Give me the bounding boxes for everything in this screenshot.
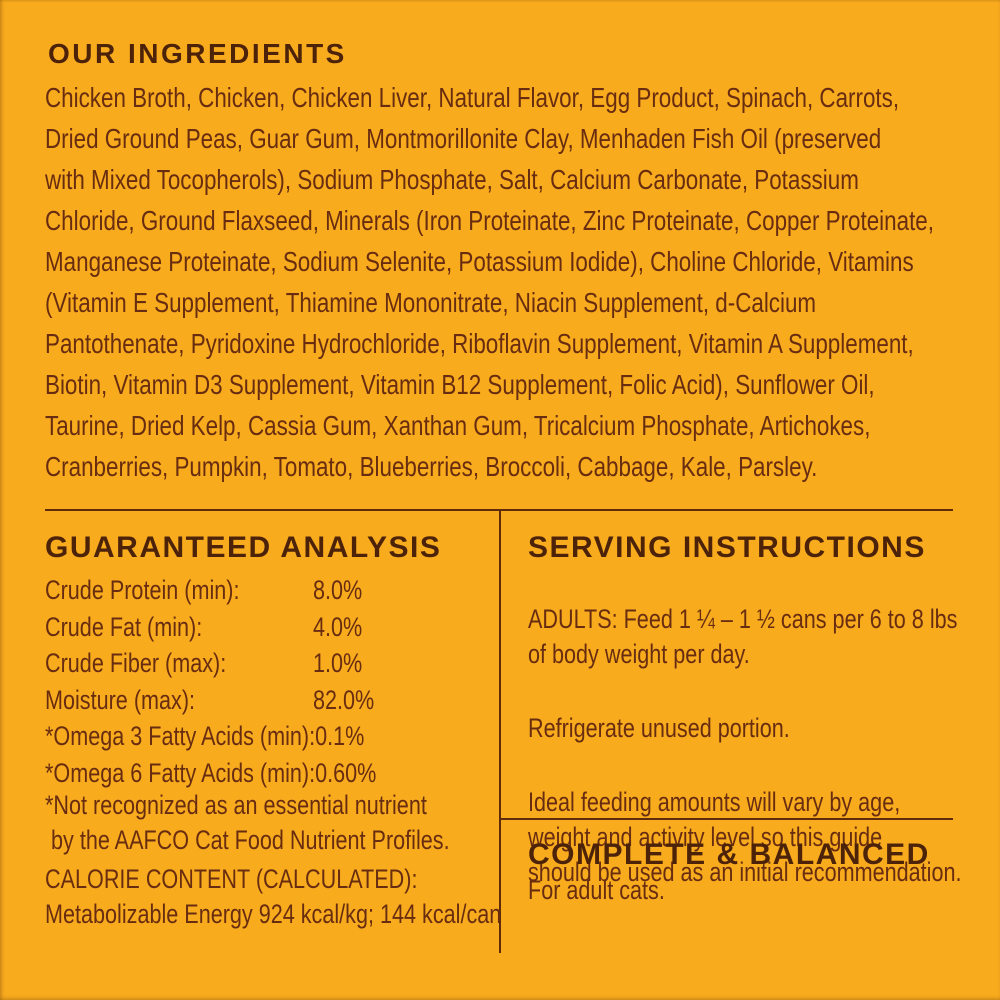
complete-balanced-text: For adult cats. bbox=[528, 875, 665, 905]
table-row: Crude Fat (min): 4.0% bbox=[45, 609, 1000, 646]
serving-paragraph-ideal-feeding: Ideal feeding amounts will vary by age, … bbox=[528, 787, 962, 887]
analysis-label: Crude Fiber (max): bbox=[45, 648, 227, 678]
analysis-value: 8.0% bbox=[313, 575, 363, 605]
ingredients-title: OUR INGREDIENTS bbox=[48, 38, 347, 69]
table-row: Crude Fiber (max): 1.0% bbox=[45, 645, 1000, 682]
analysis-value: 82.0% bbox=[313, 684, 375, 715]
analysis-footnote: *Not recognized as an essential nutrient… bbox=[45, 790, 450, 855]
table-row: *Omega 6 Fatty Acids (min): 0.60% bbox=[45, 755, 1000, 792]
analysis-value: 1.0% bbox=[313, 648, 363, 678]
analysis-label: Crude Fat (min): bbox=[45, 611, 203, 642]
analysis-label: Moisture (max): bbox=[45, 684, 196, 715]
complete-balanced-title: COMPLETE & BALANCED bbox=[528, 838, 930, 871]
analysis-footnote-wrap: *Not recognized as an essential nutrient… bbox=[45, 788, 1000, 858]
analysis-label: *Omega 3 Fatty Acids (min): bbox=[45, 721, 316, 751]
table-row: *Omega 3 Fatty Acids (min): 0.1% bbox=[45, 718, 1000, 755]
calorie-content-heading-wrap: CALORIE CONTENT (CALCULATED): bbox=[45, 862, 1000, 897]
calorie-content-text: Metabolizable Energy 924 kcal/kg; 144 kc… bbox=[45, 899, 502, 929]
column-vertical-divider bbox=[499, 509, 501, 953]
complete-balanced-divider bbox=[500, 818, 953, 820]
serving-paragraph-refrigerate: Refrigerate unused portion. bbox=[528, 713, 790, 743]
complete-balanced-text-wrap: For adult cats. bbox=[528, 873, 1000, 908]
serving-instructions-section: ADULTS: Feed 1 ¼ – 1 ½ cans per 6 to 8 l… bbox=[528, 567, 1000, 929]
ingredients-section: Chicken Broth, Chicken, Chicken Liver, N… bbox=[45, 77, 1000, 487]
table-row: Crude Protein (min): 8.0% bbox=[45, 572, 1000, 609]
serving-instructions-title: SERVING INSTRUCTIONS bbox=[528, 531, 926, 564]
calorie-content-text-wrap: Metabolizable Energy 924 kcal/kg; 144 kc… bbox=[45, 897, 1000, 932]
analysis-value: 0.60% bbox=[315, 757, 377, 788]
guaranteed-analysis-table: Crude Protein (min): 8.0% Crude Fat (min… bbox=[45, 572, 1000, 791]
analysis-value: 4.0% bbox=[313, 611, 363, 642]
analysis-label: *Omega 6 Fatty Acids (min): bbox=[45, 757, 316, 788]
analysis-label: Crude Protein (min): bbox=[45, 575, 240, 605]
analysis-value: 0.1% bbox=[315, 721, 365, 751]
table-row: Moisture (max): 82.0% bbox=[45, 682, 1000, 719]
serving-paragraph-adults: ADULTS: Feed 1 ¼ – 1 ½ cans per 6 to 8 l… bbox=[528, 604, 958, 669]
ingredients-text: Chicken Broth, Chicken, Chicken Liver, N… bbox=[45, 82, 934, 482]
guaranteed-analysis-title: GUARANTEED ANALYSIS bbox=[45, 531, 442, 564]
calorie-content-heading: CALORIE CONTENT (CALCULATED): bbox=[45, 864, 418, 894]
